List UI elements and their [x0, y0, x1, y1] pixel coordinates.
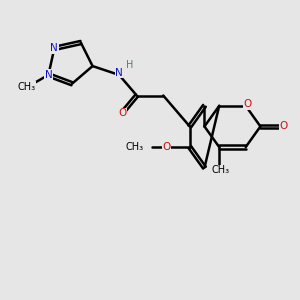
Text: O: O — [162, 142, 170, 152]
Text: O: O — [280, 122, 288, 131]
Text: CH₃: CH₃ — [126, 142, 144, 152]
Text: O: O — [118, 108, 126, 118]
Text: N: N — [115, 68, 123, 78]
Text: CH₃: CH₃ — [17, 82, 35, 92]
Text: N: N — [44, 70, 52, 80]
Text: N: N — [50, 44, 58, 53]
Text: CH₃: CH₃ — [211, 165, 229, 175]
Text: H: H — [126, 61, 133, 70]
Text: O: O — [243, 99, 251, 110]
